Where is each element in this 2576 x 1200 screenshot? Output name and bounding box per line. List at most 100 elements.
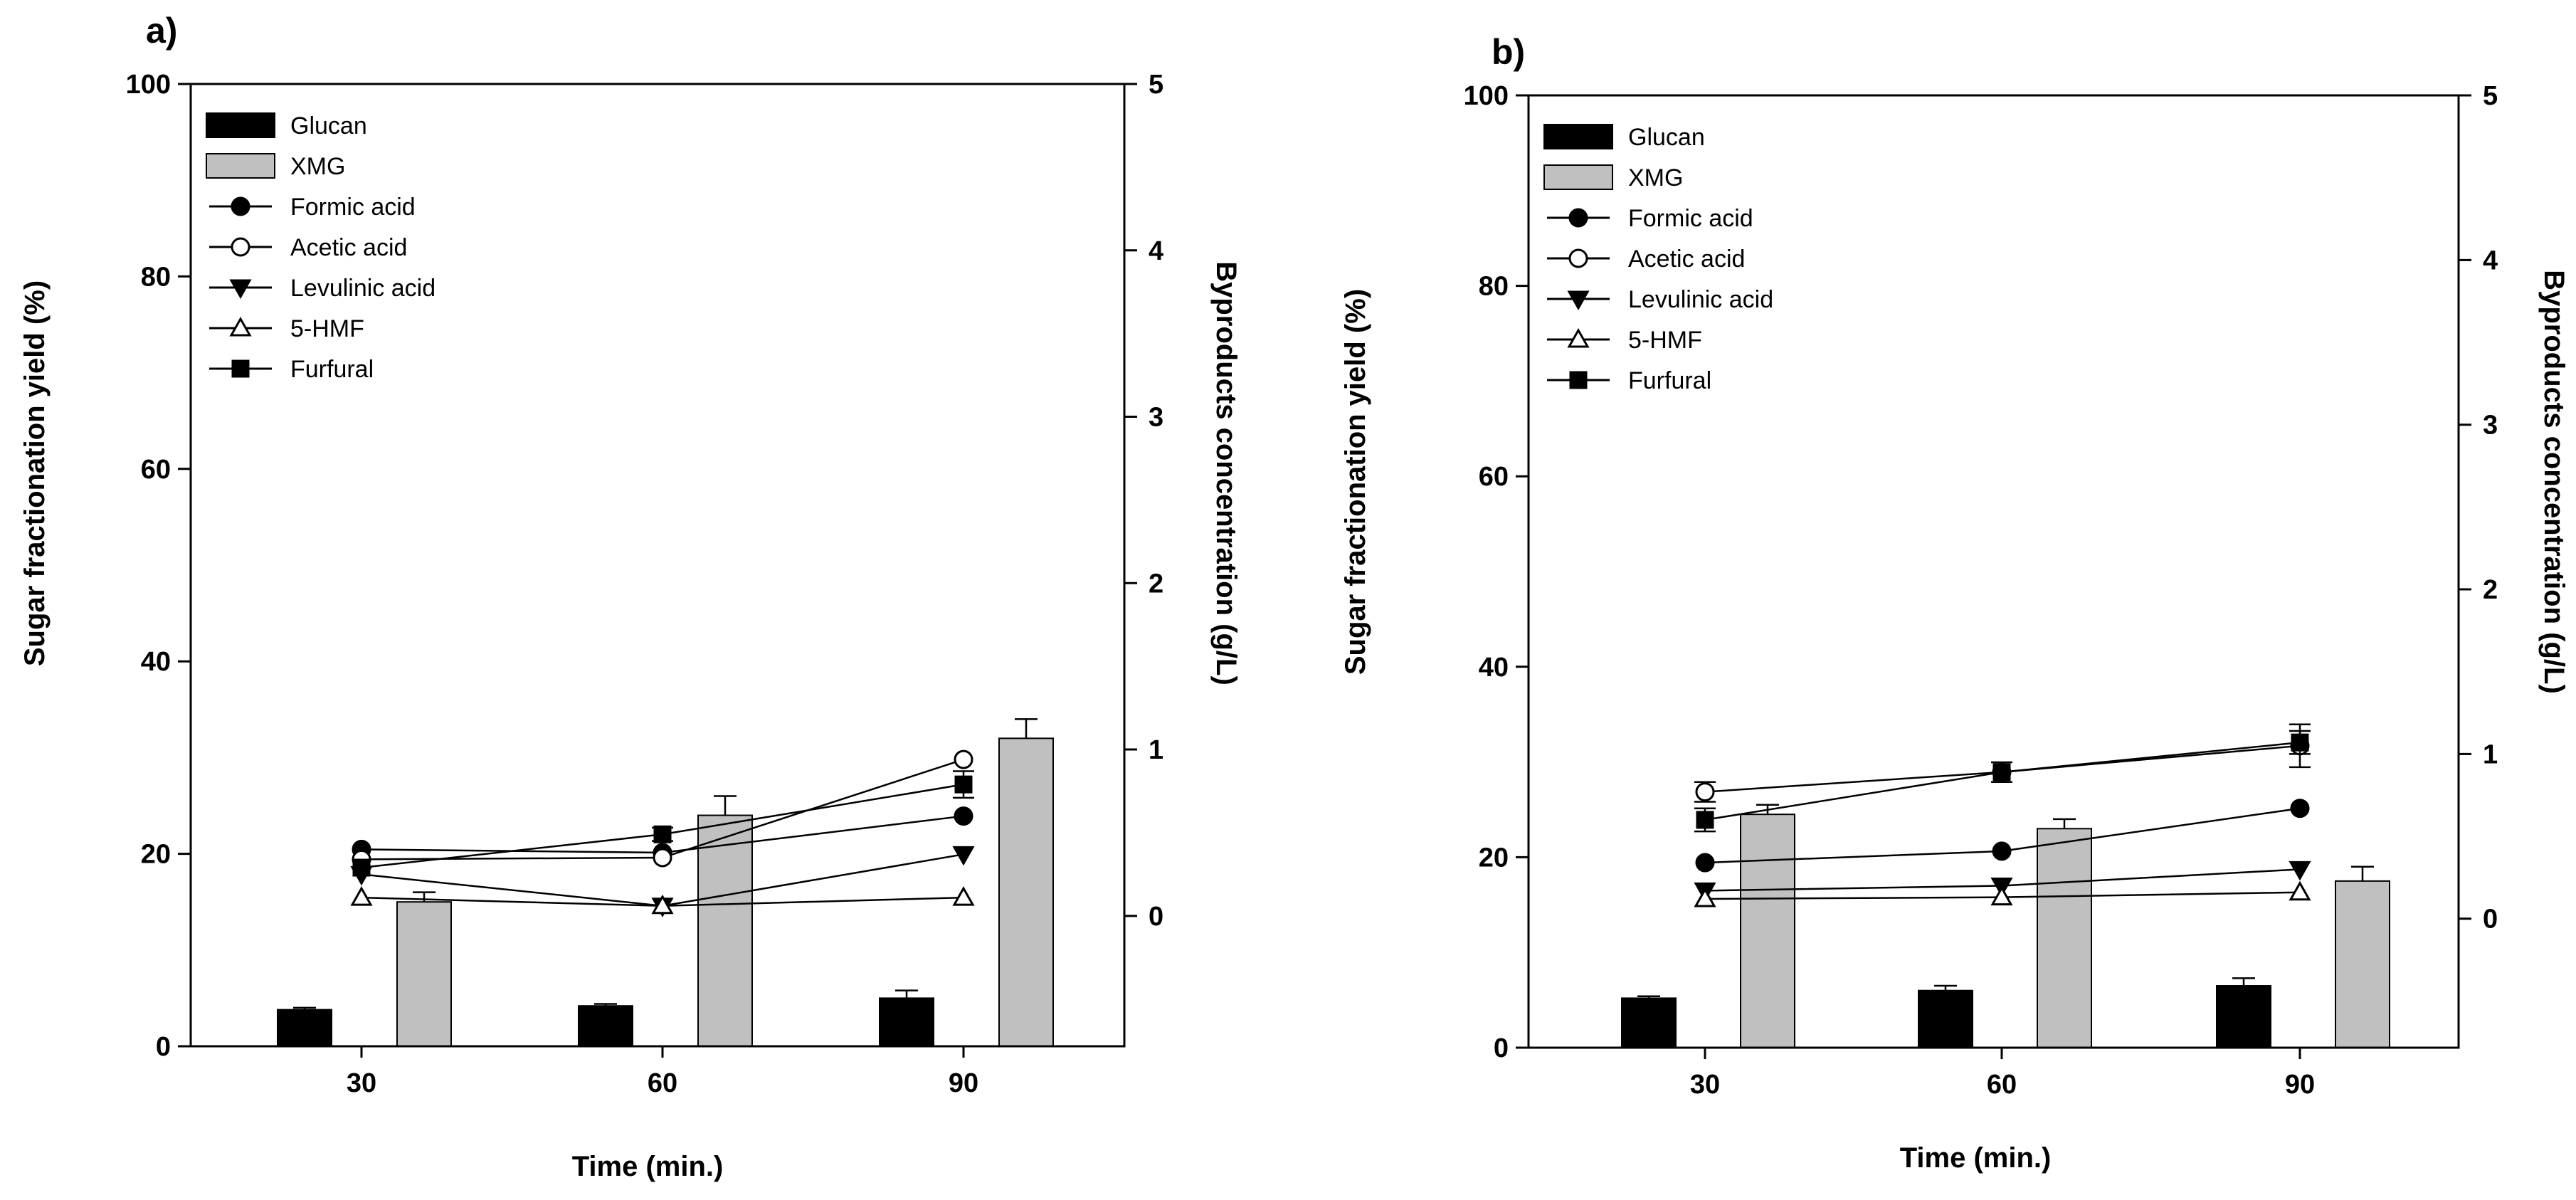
- legend-label: Glucan: [290, 112, 367, 140]
- x-tick-label: 60: [1987, 1070, 2017, 1100]
- x-axis-label: Time (min.): [1900, 1142, 2052, 1174]
- bar-glucan-60: [1918, 989, 1973, 1048]
- point-acetic-acid-30: [1695, 782, 1715, 802]
- panel-b: b) Sugar fractionation yield (%) Byprodu…: [1340, 32, 2570, 1174]
- y2-tick-label: 2: [1149, 569, 1163, 599]
- point-levulinic-acid-90: [2289, 860, 2311, 881]
- point-acetic-acid-90: [954, 749, 973, 769]
- point-5-hmf-60: [651, 894, 674, 915]
- y-tick-label: 40: [141, 647, 171, 677]
- legend-marker-furfural: [231, 359, 250, 378]
- legend-marker-formic-acid: [231, 196, 250, 216]
- y-tick-label: 20: [1479, 843, 1509, 873]
- panel-a: a) Sugar fractionation yield (%) Byprodu…: [19, 11, 1242, 1182]
- point-formic-acid-30: [1695, 853, 1715, 873]
- bar-xmg-90: [998, 737, 1054, 1047]
- legend: Glucan XMG Formic acid Acetic acid Levulinic…: [206, 112, 436, 383]
- legend-swatch-xmg: [206, 153, 275, 179]
- legend-swatch-glucan: [206, 112, 275, 138]
- bar-xmg-60: [697, 814, 753, 1048]
- point-5-hmf-30: [350, 886, 373, 906]
- y2-tick-label: 1: [2483, 740, 2498, 769]
- point-5-hmf-60: [1990, 885, 2013, 906]
- y2-tick-label: 5: [1149, 70, 1163, 100]
- point-furfural-60: [1992, 763, 2011, 781]
- x-tick-label: 30: [1690, 1070, 1720, 1100]
- point-formic-acid-90: [954, 806, 973, 826]
- y2-tick-label: 0: [1149, 902, 1163, 932]
- legend-label: Furfural: [290, 356, 374, 383]
- x-tick-label: 90: [2285, 1070, 2315, 1100]
- legend-marker-formic-acid: [1568, 208, 1588, 228]
- y-axis-label: Sugar fractionation yield (%): [1340, 289, 1371, 675]
- y2-axis-label: Byproducts concentration (g/L): [2538, 270, 2570, 694]
- y2-tick-label: 3: [2483, 411, 2498, 441]
- point-formic-acid-60: [1992, 841, 2012, 861]
- bar-xmg-30: [1740, 814, 1795, 1048]
- y2-tick-label: 3: [1149, 403, 1163, 433]
- x-tick-label: 90: [949, 1068, 978, 1098]
- y-tick-label: 60: [141, 455, 171, 485]
- legend-marker-5-hmf: [1567, 327, 1590, 348]
- point-5-hmf-30: [1694, 887, 1716, 907]
- x-tick-label: 30: [347, 1068, 376, 1098]
- y-tick-label: 100: [1464, 81, 1509, 111]
- plot-area: 0 20 40 60 80 100 0 1 2 3 4 5 30 60 90 Glucan XMG Formic …: [126, 70, 1164, 1098]
- y2-tick-label: 5: [2483, 81, 2498, 111]
- bar-xmg-60: [2037, 828, 2092, 1048]
- y2-axis-label: Byproducts concentration (g/L): [1210, 261, 1242, 685]
- y2-tick-label: 0: [2483, 905, 2498, 935]
- bar-xmg-30: [396, 901, 452, 1047]
- point-furfural-90: [2291, 733, 2309, 752]
- y2-tick-label: 1: [1149, 735, 1163, 765]
- legend-marker-acetic-acid: [231, 237, 250, 257]
- point-furfural-60: [653, 825, 672, 843]
- legend-marker-levulinic-acid: [1567, 290, 1590, 311]
- legend-label: Furfural: [1628, 367, 1711, 394]
- legend-swatch-glucan: [1543, 124, 1613, 149]
- y-tick-label: 60: [1479, 462, 1509, 492]
- legend-marker-acetic-acid: [1568, 248, 1588, 268]
- y2-tick-label: 4: [2483, 246, 2498, 275]
- bar-glucan-60: [578, 1005, 633, 1047]
- x-tick-label: 60: [648, 1068, 677, 1098]
- point-5-hmf-90: [952, 886, 975, 906]
- y-tick-label: 0: [156, 1032, 171, 1062]
- y-tick-label: 80: [1479, 272, 1509, 302]
- legend-label: Formic acid: [290, 194, 416, 221]
- plot-frame: [1527, 94, 2460, 1049]
- y-tick-label: 100: [126, 70, 171, 100]
- point-furfural-30: [1696, 811, 1714, 829]
- point-furfural-90: [954, 775, 973, 794]
- y2-tick-label: 4: [1149, 236, 1163, 266]
- point-levulinic-acid-90: [952, 846, 975, 866]
- bar-glucan-30: [277, 1009, 332, 1048]
- legend-label: 5-HMF: [1628, 327, 1702, 354]
- legend-marker-5-hmf: [229, 316, 252, 337]
- legend-label: Acetic acid: [290, 234, 407, 261]
- point-acetic-acid-60: [653, 848, 672, 868]
- bar-glucan-90: [2216, 985, 2271, 1049]
- bar-glucan-30: [1621, 997, 1677, 1048]
- plot-frame: [189, 83, 1126, 1048]
- bar-glucan-90: [879, 997, 934, 1048]
- legend-swatch-xmg: [1543, 164, 1613, 190]
- panel-label: a): [146, 11, 177, 51]
- point-5-hmf-90: [2289, 880, 2311, 901]
- legend-label: Levulinic acid: [1628, 286, 1773, 313]
- panel-label: b): [1492, 32, 1525, 72]
- y-tick-label: 40: [1479, 653, 1509, 683]
- point-furfural-30: [352, 858, 371, 877]
- legend-label: Levulinic acid: [290, 275, 436, 302]
- legend-label: Glucan: [1628, 124, 1705, 151]
- x-axis-label: Time (min.): [572, 1151, 724, 1182]
- y2-tick-label: 2: [2483, 575, 2498, 605]
- plot-area: 0 20 40 60 80 100 0 1 2 3 4 5 30 60 90 Glucan XMG Formic …: [1464, 81, 2498, 1100]
- legend-label: Formic acid: [1628, 205, 1753, 232]
- y-axis-label: Sugar fractionation yield (%): [19, 280, 51, 666]
- y-tick-label: 20: [141, 840, 171, 870]
- legend-marker-levulinic-acid: [229, 279, 252, 300]
- point-formic-acid-90: [2290, 799, 2310, 819]
- bar-xmg-90: [2335, 880, 2390, 1048]
